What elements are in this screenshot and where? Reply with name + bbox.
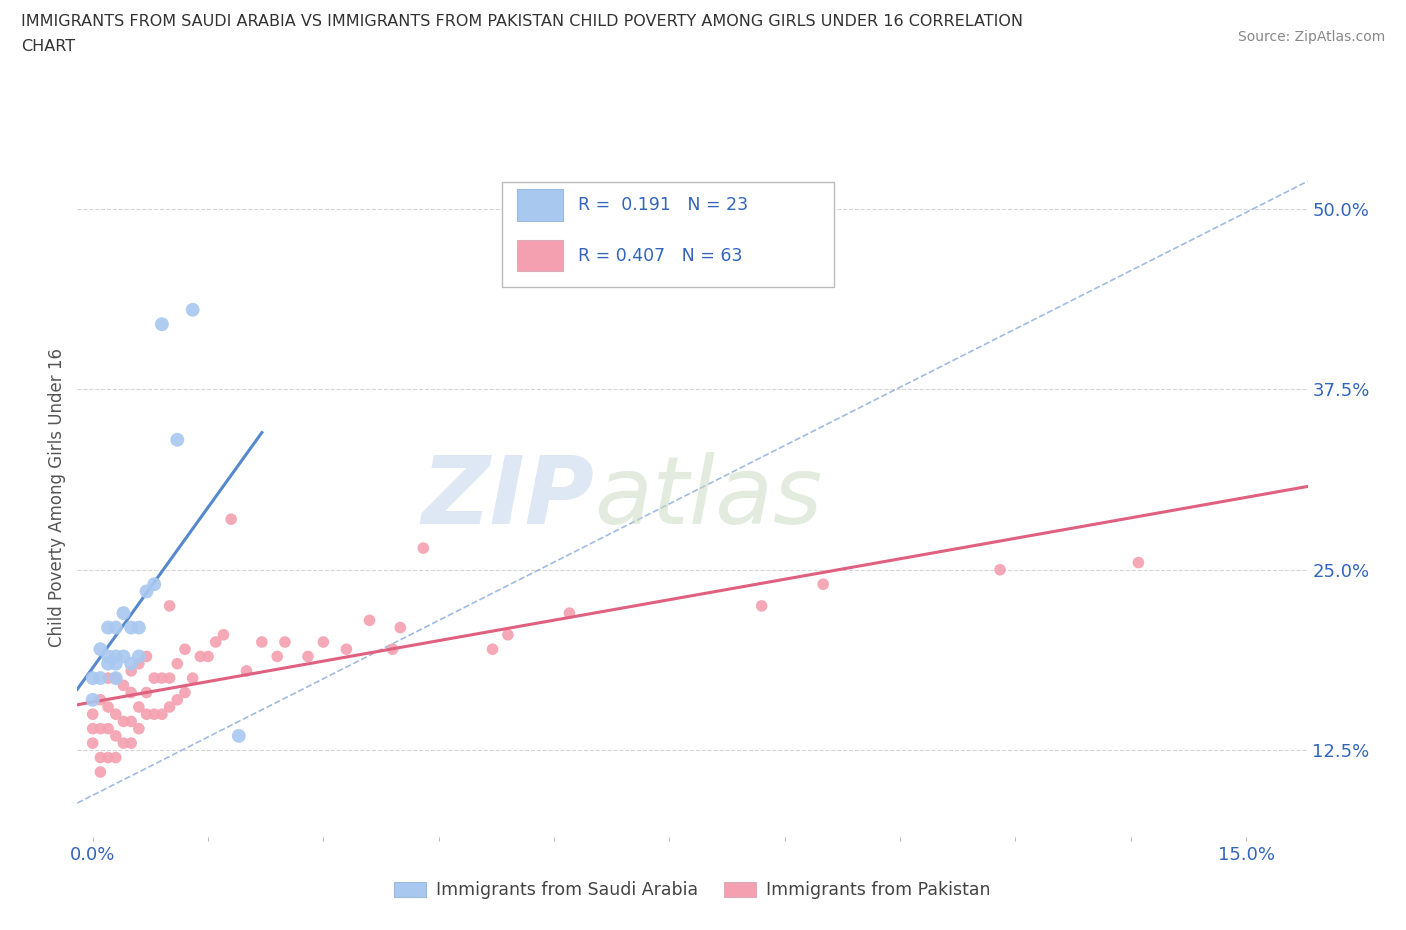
Point xyxy=(297,649,319,664)
Point xyxy=(219,512,242,526)
Point xyxy=(150,671,173,685)
Point xyxy=(112,714,135,729)
Point xyxy=(181,671,204,685)
Point xyxy=(235,663,257,678)
Point xyxy=(1128,555,1150,570)
Text: R =  0.191   N = 23: R = 0.191 N = 23 xyxy=(578,196,748,214)
Point xyxy=(89,764,111,779)
Point xyxy=(97,722,120,737)
Point xyxy=(335,642,357,657)
Point xyxy=(159,598,181,613)
Point xyxy=(481,642,503,657)
Point xyxy=(143,707,166,722)
Text: Source: ZipAtlas.com: Source: ZipAtlas.com xyxy=(1237,30,1385,44)
Point xyxy=(174,685,197,700)
Point xyxy=(412,540,434,555)
Point xyxy=(212,628,235,643)
Point xyxy=(381,642,404,657)
Point xyxy=(159,699,181,714)
Point xyxy=(89,751,111,765)
Point xyxy=(82,736,104,751)
Point xyxy=(135,649,157,664)
Text: CHART: CHART xyxy=(21,39,75,54)
Point xyxy=(89,692,111,707)
Point xyxy=(128,722,150,737)
Point xyxy=(166,432,188,447)
Text: R = 0.407   N = 63: R = 0.407 N = 63 xyxy=(578,246,742,264)
Point xyxy=(159,671,181,685)
Point xyxy=(104,707,127,722)
Point xyxy=(89,642,111,657)
Text: atlas: atlas xyxy=(595,452,823,543)
Point xyxy=(97,657,120,671)
Point xyxy=(135,707,157,722)
Point xyxy=(135,584,157,599)
Point xyxy=(197,649,219,664)
Point xyxy=(143,577,166,591)
Point xyxy=(112,678,135,693)
Legend: Immigrants from Saudi Arabia, Immigrants from Pakistan: Immigrants from Saudi Arabia, Immigrants… xyxy=(388,874,997,907)
Point xyxy=(312,634,335,649)
Point xyxy=(166,657,188,671)
Point xyxy=(128,699,150,714)
Point xyxy=(82,707,104,722)
Point xyxy=(104,671,127,685)
Point xyxy=(811,577,834,591)
Point xyxy=(128,649,150,664)
Point xyxy=(228,728,250,743)
Point xyxy=(496,628,519,643)
Point xyxy=(250,634,273,649)
Text: ZIP: ZIP xyxy=(422,452,595,543)
Y-axis label: Child Poverty Among Girls Under 16: Child Poverty Among Girls Under 16 xyxy=(48,348,66,647)
Point xyxy=(188,649,212,664)
Point xyxy=(112,605,135,620)
Bar xyxy=(516,189,564,220)
Point xyxy=(97,671,120,685)
Point xyxy=(204,634,226,649)
Point xyxy=(89,671,111,685)
Point xyxy=(97,751,120,765)
Point xyxy=(104,649,127,664)
Point xyxy=(112,649,135,664)
Point xyxy=(150,317,173,332)
Point xyxy=(112,736,135,751)
Point xyxy=(120,714,142,729)
Point xyxy=(104,728,127,743)
Point xyxy=(120,685,142,700)
Point xyxy=(389,620,412,635)
Point xyxy=(150,707,173,722)
Point xyxy=(104,620,127,635)
Point xyxy=(266,649,288,664)
Point xyxy=(359,613,381,628)
Point xyxy=(274,634,297,649)
Point xyxy=(104,671,127,685)
Point xyxy=(82,722,104,737)
Point xyxy=(89,722,111,737)
Point xyxy=(97,620,120,635)
Point xyxy=(120,736,142,751)
Point xyxy=(104,751,127,765)
Point xyxy=(128,657,150,671)
Point xyxy=(135,685,157,700)
Point xyxy=(82,671,104,685)
Point xyxy=(97,649,120,664)
Text: IMMIGRANTS FROM SAUDI ARABIA VS IMMIGRANTS FROM PAKISTAN CHILD POVERTY AMONG GIR: IMMIGRANTS FROM SAUDI ARABIA VS IMMIGRAN… xyxy=(21,14,1024,29)
Point xyxy=(174,642,197,657)
FancyBboxPatch shape xyxy=(502,182,834,287)
Point xyxy=(97,699,120,714)
Point xyxy=(128,620,150,635)
Point xyxy=(181,302,204,317)
Bar xyxy=(516,240,564,272)
Point xyxy=(558,605,581,620)
Point xyxy=(166,692,188,707)
Point xyxy=(120,620,142,635)
Point xyxy=(104,657,127,671)
Point xyxy=(120,657,142,671)
Point xyxy=(82,692,104,707)
Point xyxy=(120,663,142,678)
Point xyxy=(988,563,1011,578)
Point xyxy=(143,671,166,685)
Point xyxy=(751,598,773,613)
